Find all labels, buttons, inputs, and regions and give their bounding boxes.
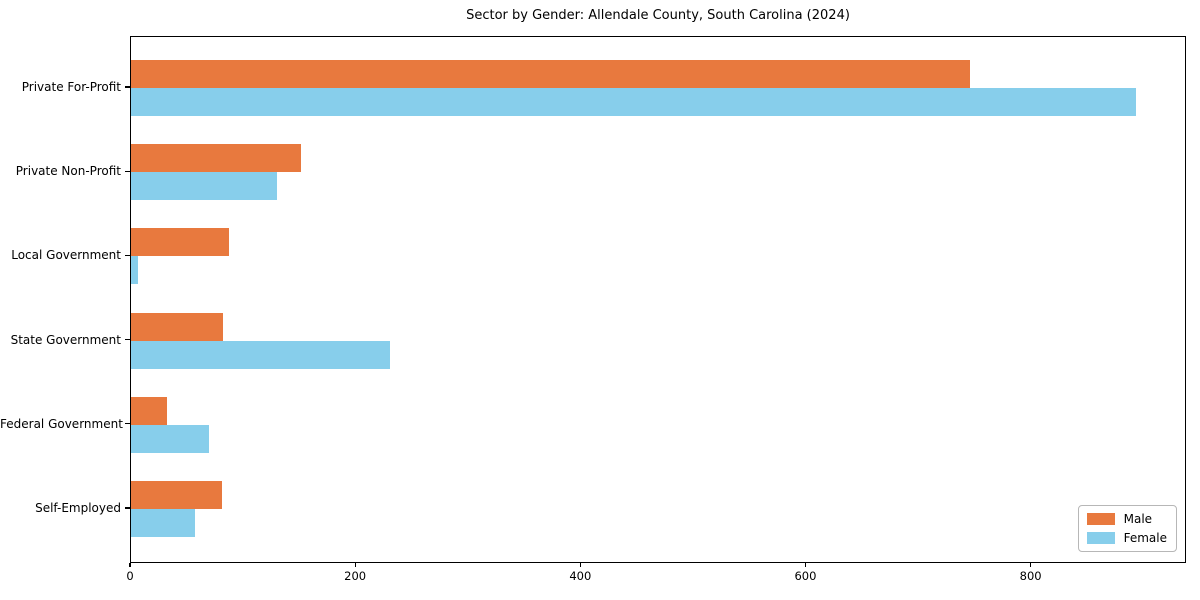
y-tick-self-employed xyxy=(125,507,130,509)
x-tick-0 xyxy=(129,563,131,567)
y-axis-label-state-government: State Government xyxy=(10,332,121,347)
x-tick-800 xyxy=(1030,563,1032,567)
y-tick-private-non-profit xyxy=(125,170,130,172)
legend-label-male: Male xyxy=(1123,512,1153,526)
bar-female-private-non-profit xyxy=(131,172,278,201)
x-tick-400 xyxy=(579,563,581,567)
y-axis-label-federal-government: Federal Government xyxy=(0,416,123,431)
bar-male-local-government xyxy=(131,228,229,257)
y-tick-local-government xyxy=(125,254,130,256)
x-tick-200 xyxy=(354,563,356,567)
y-axis-label-private-for-profit: Private For-Profit xyxy=(21,80,121,94)
x-tick-label-0: 0 xyxy=(126,569,134,583)
y-tick-private-for-profit xyxy=(125,86,130,88)
bar-male-self-employed xyxy=(131,481,223,509)
bar-female-federal-government xyxy=(131,424,209,453)
y-tick-federal-government xyxy=(125,423,130,425)
bar-female-state-government xyxy=(131,340,390,369)
bar-male-federal-government xyxy=(131,396,168,425)
bar-male-private-for-profit xyxy=(131,60,970,88)
x-tick-label-600: 600 xyxy=(794,569,817,583)
legend-swatch-female xyxy=(1086,532,1115,544)
legend-row-female: Female xyxy=(1086,531,1167,545)
legend-swatch-male xyxy=(1086,513,1115,525)
x-tick-label-200: 200 xyxy=(344,569,367,583)
bar-female-private-for-profit xyxy=(131,88,1137,116)
y-axis-label-self-employed: Self-Employed xyxy=(35,501,121,515)
bar-male-private-non-profit xyxy=(131,144,301,173)
chart-title: Sector by Gender: Allendale County, Sout… xyxy=(466,8,850,23)
bar-male-state-government xyxy=(131,312,224,341)
x-tick-600 xyxy=(804,563,807,567)
y-axis-label-local-government: Local Government xyxy=(11,248,121,263)
legend-row-male: Male xyxy=(1086,512,1167,526)
bar-female-self-employed xyxy=(131,509,196,537)
legend: Male Female xyxy=(1077,505,1177,552)
y-axis-label-private-non-profit: Private Non-Profit xyxy=(15,164,121,179)
y-tick-state-government xyxy=(125,339,130,341)
plot-area: Male Female xyxy=(130,36,1186,563)
x-tick-label-400: 400 xyxy=(569,569,592,583)
legend-label-female: Female xyxy=(1123,531,1167,545)
bar-female-local-government xyxy=(131,256,138,285)
x-tick-label-800: 800 xyxy=(1019,569,1042,583)
